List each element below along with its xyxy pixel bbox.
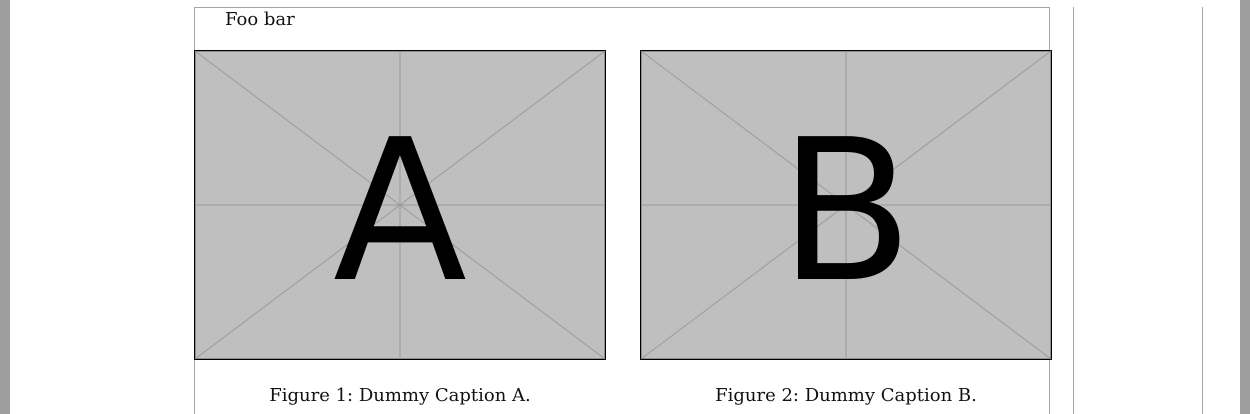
figure-b-image: B: [640, 50, 1052, 360]
viewer-left-gutter: [0, 0, 10, 414]
placeholder-letter: B: [779, 98, 913, 326]
placeholder-image-a: A: [194, 50, 606, 360]
figure-b-caption: Figure 2: Dummy Caption B.: [715, 385, 977, 406]
body-paragraph: Foo bar: [225, 9, 295, 30]
placeholder-letter: A: [333, 98, 467, 326]
figure-a-caption: Figure 1: Dummy Caption A.: [269, 385, 531, 406]
margin-note-line-left: [1073, 7, 1074, 414]
margin-note-line-right: [1202, 7, 1203, 414]
figure-a-image: A: [194, 50, 606, 360]
placeholder-image-b: B: [640, 50, 1052, 360]
viewer-right-gutter: [1240, 0, 1250, 414]
